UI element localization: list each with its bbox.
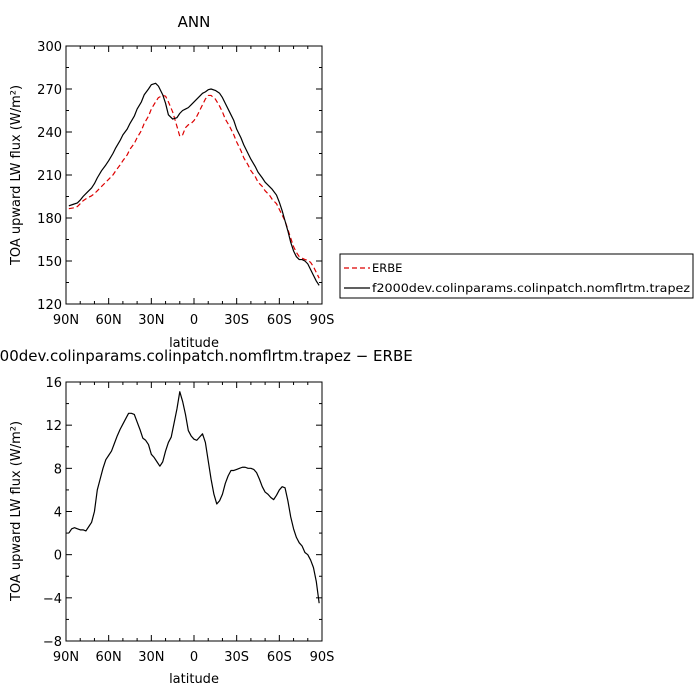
bottom-plot-frame [65,381,323,642]
y-tick-label: −8 [43,635,62,650]
x-tick-label: 60S [267,650,292,665]
legend-label-model: f2000dev.colinparams.colinpatch.nomflrtm… [372,281,690,295]
y-tick-label: 150 [37,255,62,270]
legend: ERBE f2000dev.colinparams.colinpatch.nom… [339,253,694,299]
y-tick-label: 270 [37,83,62,98]
bottom-panel: f2000dev.colinparams.colinpatch.nomflrtm… [0,347,413,687]
top-y-ticks: 120 150 180 210 240 270 300 [37,40,322,313]
y-tick-label: 120 [37,298,62,313]
bottom-series-group [68,391,320,604]
series-line-erbe [68,94,320,279]
top-x-ticks: 90N 60N 30N 0 30S 60S 90S [53,46,335,328]
x-tick-label: 60N [96,650,122,665]
x-tick-label: 60N [96,313,122,328]
legend-box [339,253,694,299]
bottom-x-ticks: 90N 60N 30N 0 30S 60S 90S [53,382,335,665]
y-tick-label: 240 [37,126,62,141]
x-tick-label: 90S [310,650,335,665]
x-tick-label: 90N [53,650,79,665]
x-tick-label: 30N [138,650,164,665]
top-plot-frame [65,45,323,305]
series-line-f2000dev-colinparams-colinpatch-nomflrtm-trapez [68,82,320,286]
x-tick-label: 60S [267,313,292,328]
top-plot-title: ANN [178,13,211,31]
y-tick-label: 180 [37,212,62,227]
y-tick-label: 0 [54,549,62,564]
y-tick-label: 16 [45,376,62,391]
bottom-y-axis-label: TOA upward LW flux (W/m²) [9,421,24,602]
x-tick-label: 90N [53,313,79,328]
y-tick-label: 210 [37,169,62,184]
x-tick-label: 90S [310,313,335,328]
series-line-difference [68,391,320,604]
bottom-y-ticks: −8 −4 0 4 8 12 16 [43,376,322,650]
x-tick-label: 30S [224,650,249,665]
x-tick-label: 0 [190,313,198,328]
x-tick-label: 30N [138,313,164,328]
y-tick-label: 8 [54,462,62,477]
y-tick-label: 4 [54,506,62,521]
x-tick-label: 30S [224,313,249,328]
top-y-axis-label: TOA upward LW flux (W/m²) [9,85,24,266]
bottom-x-axis-label: latitude [169,672,219,687]
legend-label-erbe: ERBE [372,261,402,275]
top-series-group [68,82,320,286]
bottom-plot-title: f2000dev.colinparams.colinpatch.nomflrtm… [0,347,413,365]
top-panel: ANN 90N 60N 30N 0 30S 60S 90S 120 150 180 210 240 2… [9,13,694,351]
y-tick-label: 12 [45,419,62,434]
x-tick-label: 0 [190,650,198,665]
y-tick-label: 300 [37,40,62,55]
y-tick-label: −4 [43,592,62,607]
top-x-axis-label: latitude [169,336,219,351]
